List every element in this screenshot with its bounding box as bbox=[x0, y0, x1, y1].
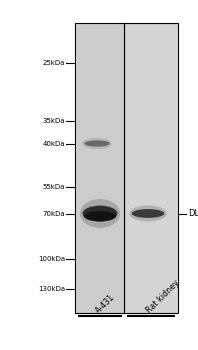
Ellipse shape bbox=[132, 209, 164, 218]
Text: 70kDa: 70kDa bbox=[43, 210, 65, 217]
Bar bbox=[126, 23, 176, 313]
Bar bbox=[75, 23, 178, 313]
Bar bbox=[77, 23, 123, 313]
Bar bbox=[75, 23, 178, 313]
Text: 100kDa: 100kDa bbox=[38, 256, 65, 262]
Ellipse shape bbox=[80, 199, 120, 228]
Text: 130kDa: 130kDa bbox=[38, 286, 65, 292]
Ellipse shape bbox=[83, 206, 117, 222]
Text: 25kDa: 25kDa bbox=[43, 60, 65, 66]
Text: 35kDa: 35kDa bbox=[43, 118, 65, 124]
Text: 55kDa: 55kDa bbox=[43, 184, 65, 190]
Text: A-431: A-431 bbox=[94, 292, 116, 315]
Ellipse shape bbox=[129, 205, 167, 222]
Text: DLL4: DLL4 bbox=[188, 209, 198, 218]
Text: 40kDa: 40kDa bbox=[43, 140, 65, 147]
Ellipse shape bbox=[84, 211, 116, 222]
Text: Rat kidney: Rat kidney bbox=[145, 278, 181, 315]
Ellipse shape bbox=[82, 138, 112, 149]
Ellipse shape bbox=[84, 140, 110, 147]
